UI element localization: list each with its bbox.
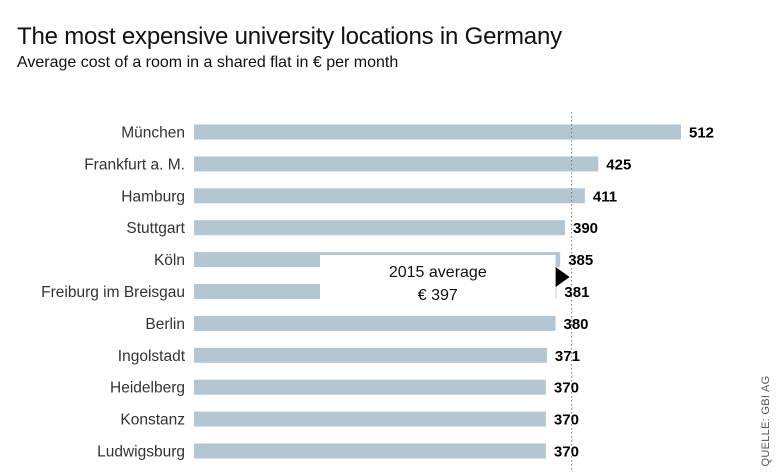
bar [194,188,585,204]
value-label: 370 [554,444,579,461]
category-label: Konstanz [120,412,185,429]
bar [194,156,599,172]
category-label: Ingolstadt [118,348,186,365]
average-callout: 2015 average € 397 [320,255,570,304]
bar [194,443,546,459]
category-label: Freiburg im Breisgau [41,284,185,301]
value-label: 411 [593,188,617,205]
value-label: 370 [554,412,579,429]
category-label: Köln [154,252,185,269]
value-label: 425 [606,156,631,173]
bar [194,124,681,140]
value-label: 381 [564,284,589,301]
bar [194,379,546,395]
category-label: Stuttgart [126,220,185,237]
value-label: 380 [564,316,589,333]
category-label: Berlin [145,316,185,333]
average-callout-box [320,255,556,304]
average-callout-label: 2015 average [389,264,487,281]
average-callout-value: € 397 [418,287,458,304]
value-label: 371 [555,348,580,365]
source-credit: QUELLE: GBI AG [760,375,772,467]
category-label: Heidelberg [110,380,185,397]
bar [194,220,565,236]
value-label: 512 [689,125,714,142]
chart-subtitle: Average cost of a room in a shared flat … [17,54,399,71]
bar [194,347,547,363]
value-label: 370 [554,380,579,397]
average-arrow-icon [555,267,570,287]
value-label: 390 [573,220,598,237]
chart-title: The most expensive university locations … [17,23,562,50]
bar [194,315,556,331]
category-label: Hamburg [121,188,185,205]
category-label: Ludwigsburg [97,444,185,461]
value-label: 385 [568,252,593,269]
category-label: Frankfurt a. M. [84,156,185,173]
category-label: München [121,125,185,142]
bar [194,411,546,427]
